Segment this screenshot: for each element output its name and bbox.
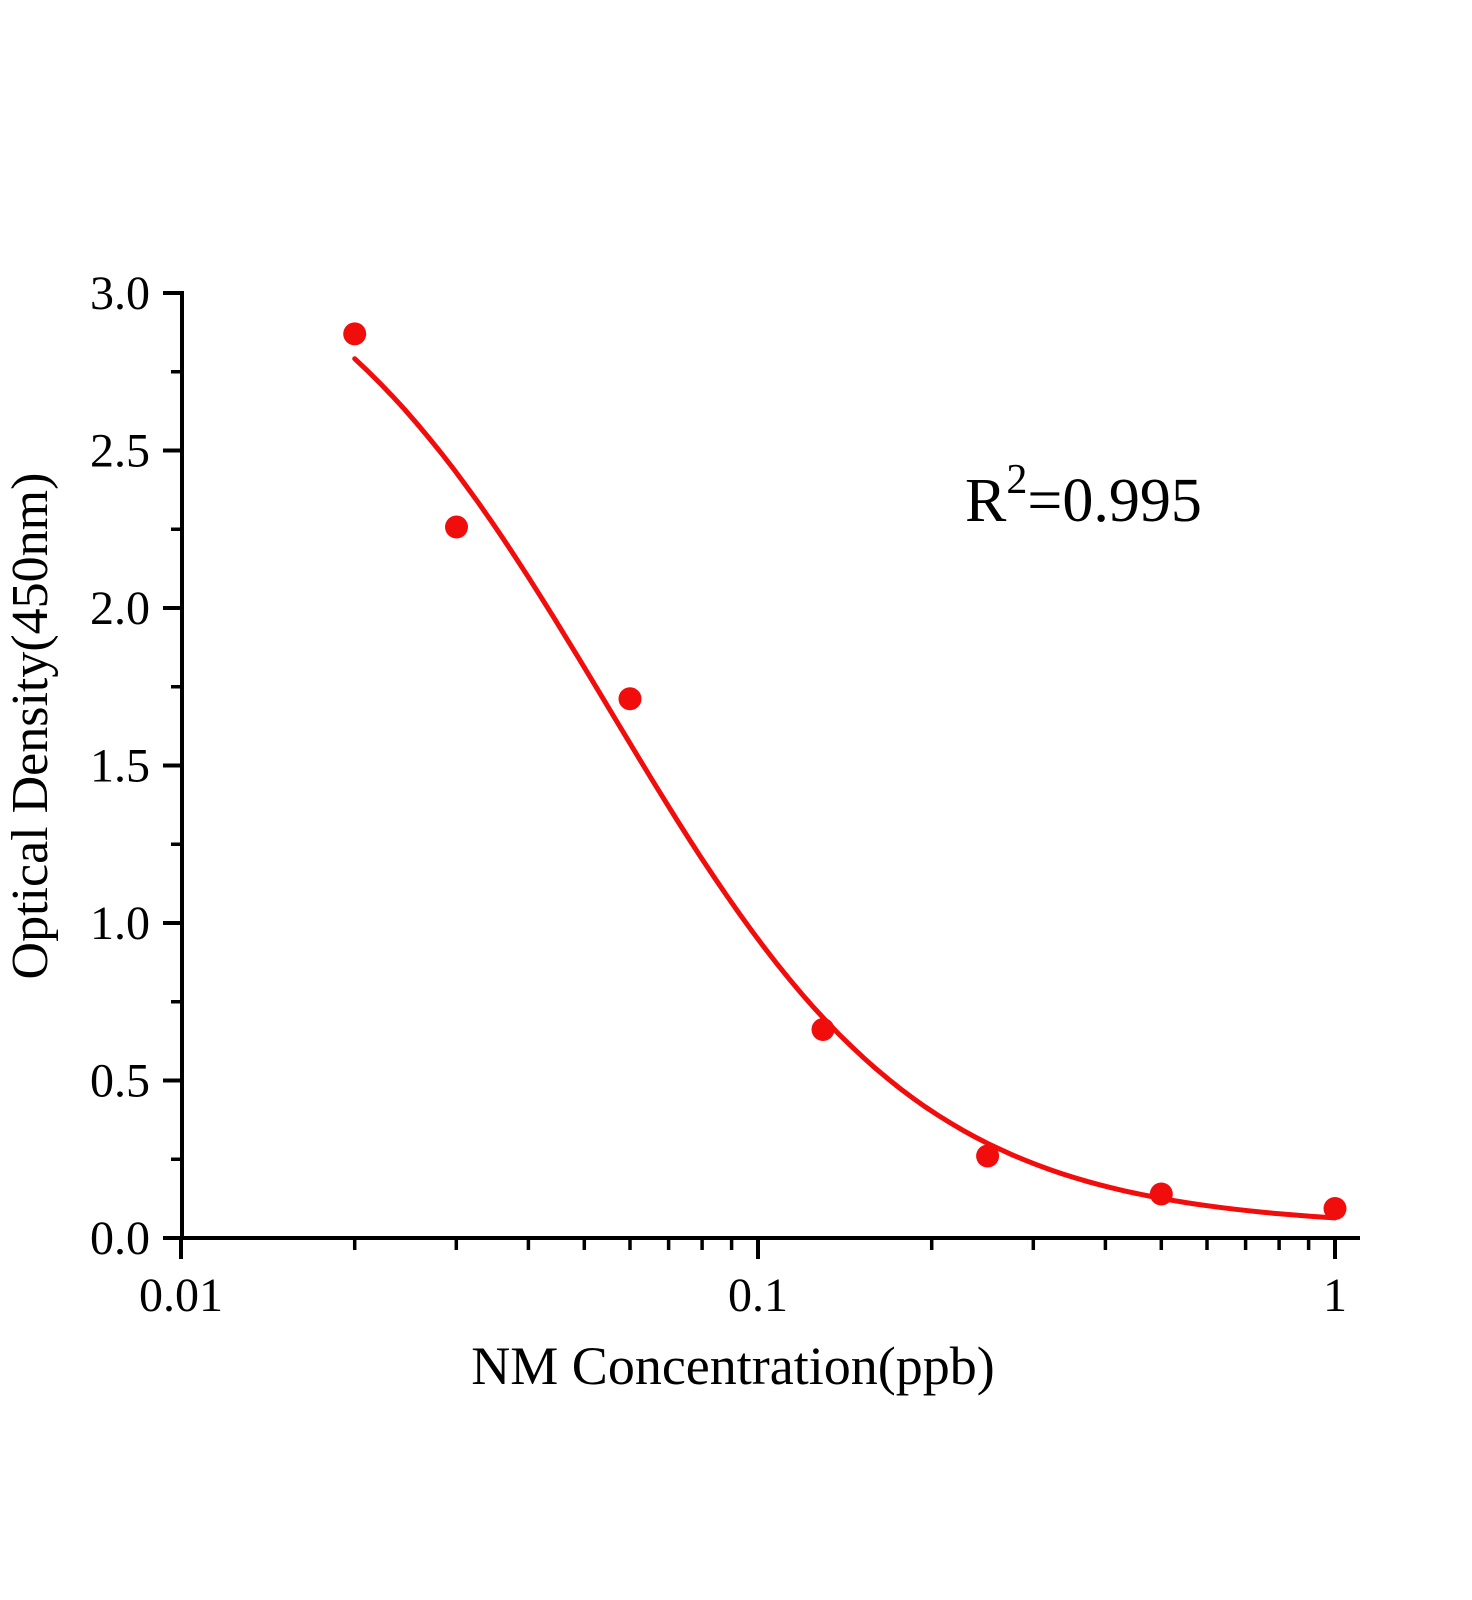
svg-text:Optical Density(450nm): Optical Density(450nm) [2, 473, 59, 980]
svg-text:0.1: 0.1 [728, 1269, 788, 1322]
svg-text:1.5: 1.5 [90, 740, 150, 793]
svg-text:0.5: 0.5 [90, 1055, 150, 1108]
svg-text:NM Concentration(ppb): NM Concentration(ppb) [471, 1336, 994, 1396]
svg-text:R2=0.995: R2=0.995 [965, 457, 1202, 535]
svg-text:2.5: 2.5 [90, 425, 150, 478]
svg-text:2.0: 2.0 [90, 582, 150, 635]
svg-text:1.0: 1.0 [90, 897, 150, 950]
svg-text:0.0: 0.0 [90, 1212, 150, 1265]
svg-text:1: 1 [1323, 1269, 1347, 1322]
svg-text:0.01: 0.01 [139, 1269, 223, 1322]
svg-text:3.0: 3.0 [90, 267, 150, 320]
